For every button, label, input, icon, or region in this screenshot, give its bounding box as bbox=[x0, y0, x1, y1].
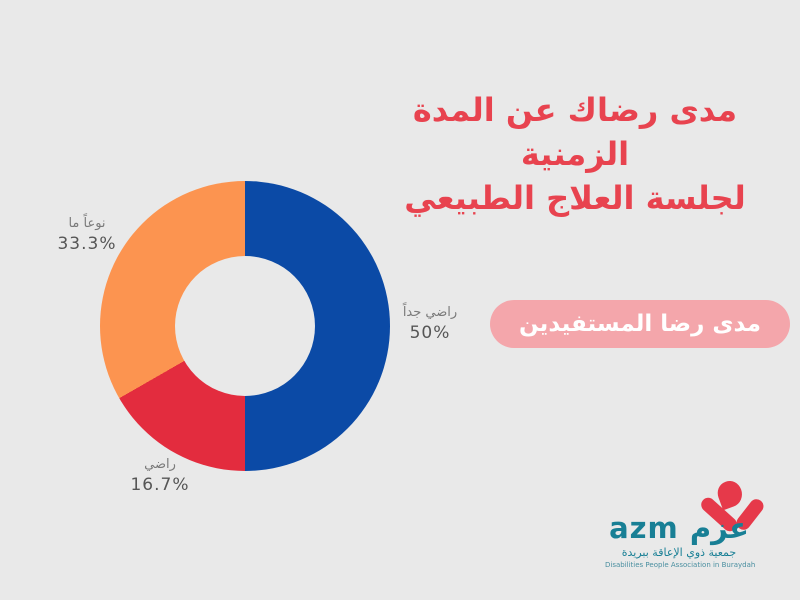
azm-wordmark: azm عزم bbox=[609, 511, 749, 545]
slice-label-percent: 16.7% bbox=[130, 475, 190, 495]
azm-subtitle-arabic: جمعية ذوي الإعاقة ببريدة bbox=[621, 546, 737, 559]
satisfaction-badge: مدى رضا المستفيدين bbox=[490, 300, 790, 348]
slice-label-percent: 50% bbox=[409, 323, 451, 343]
slice-label-somewhat: نوعاً ما 33.3% bbox=[45, 216, 129, 254]
page-title: مدى رضاك عن المدة الزمنية لجلسة العلاج ا… bbox=[375, 88, 775, 220]
donut-hole bbox=[175, 256, 315, 396]
slice-label-satisfied: راضي 16.7% bbox=[118, 457, 202, 495]
azm-subtitle-english: Disabilities People Association in Buray… bbox=[605, 561, 756, 569]
slice-label-name: راضي bbox=[144, 457, 176, 472]
slice-label-percent: 33.3% bbox=[57, 234, 117, 254]
slice-label-very-satisfied: راضي جداً 50% bbox=[388, 305, 472, 343]
slice-label-name: نوعاً ما bbox=[68, 216, 106, 231]
donut-chart bbox=[100, 181, 390, 471]
azm-logo: azm عزم جمعية ذوي الإعاقة ببريدة Disabil… bbox=[605, 475, 780, 575]
slice-label-name: راضي جداً bbox=[402, 305, 458, 320]
page-title-line-1: مدى رضاك عن المدة الزمنية bbox=[412, 91, 738, 173]
page-title-line-2: لجلسة العلاج الطبيعي bbox=[404, 179, 746, 217]
